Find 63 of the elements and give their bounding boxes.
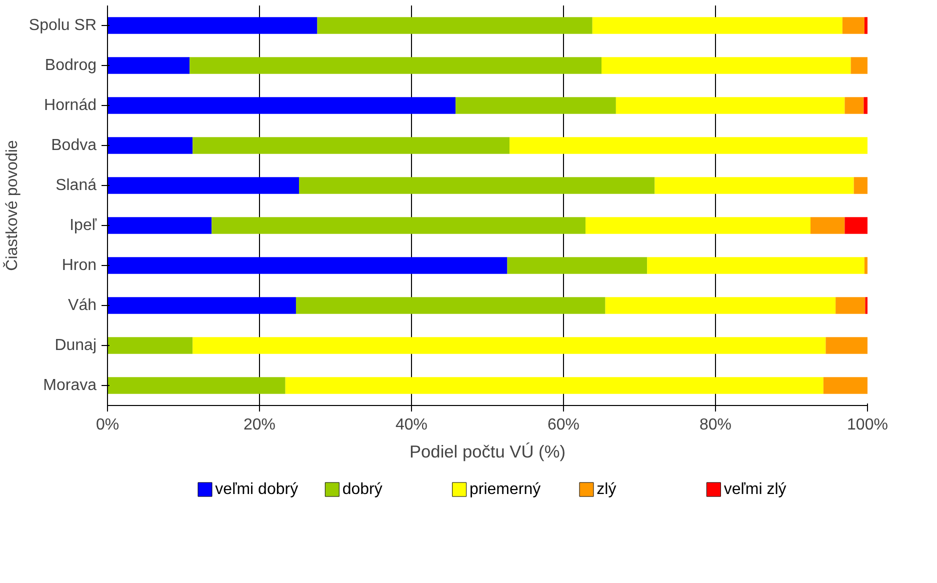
bar	[854, 177, 868, 194]
bar	[810, 217, 845, 234]
bar	[510, 137, 868, 154]
y-tick-label: Bodrog	[44, 57, 96, 74]
y-tick-label: Slaná	[56, 177, 97, 194]
bar	[108, 257, 508, 274]
bar	[844, 217, 868, 234]
legend-label: dobrý	[342, 481, 382, 498]
bar	[108, 57, 190, 74]
y-axis-title: Čiastkové povodie	[2, 140, 21, 271]
y-tick-label: Dunaj	[54, 337, 97, 354]
bar	[586, 217, 810, 234]
x-tick-label: 0%	[96, 416, 120, 434]
bar	[654, 177, 854, 194]
x-tick-label: 40%	[395, 416, 428, 434]
x-axis-title: Podiel počtu VÚ (%)	[409, 442, 566, 462]
bar	[507, 257, 648, 274]
bar	[285, 377, 824, 394]
bar	[108, 217, 212, 234]
bar	[836, 297, 866, 314]
bar	[850, 57, 868, 74]
bar	[108, 137, 193, 154]
y-tick-label: Bodva	[51, 137, 97, 154]
bar	[192, 137, 510, 154]
bar	[864, 17, 868, 34]
bar	[296, 297, 606, 314]
bar	[602, 57, 851, 74]
bar	[317, 17, 592, 34]
bar	[844, 97, 864, 114]
bar	[108, 297, 296, 314]
y-tick-label: Morava	[43, 377, 97, 394]
bar	[842, 17, 864, 34]
y-tick-label: Hron	[62, 257, 97, 274]
x-tick-label: 100%	[847, 416, 888, 434]
legend-label: veľmi dobrý	[215, 481, 298, 498]
bar	[823, 377, 868, 394]
bar	[108, 337, 193, 354]
y-tick-label: Ipeľ	[70, 217, 97, 234]
bar	[592, 17, 842, 34]
legend-label: veľmi zlý	[724, 481, 786, 498]
bar	[108, 97, 456, 114]
y-tick-label: Hornád	[44, 97, 97, 114]
bar	[826, 337, 868, 354]
x-tick-label: 20%	[243, 416, 276, 434]
bar	[616, 97, 845, 114]
bar	[108, 17, 318, 34]
bar	[647, 257, 864, 274]
legend-label: zlý	[596, 481, 616, 498]
x-tick-label: 60%	[547, 416, 580, 434]
bar	[864, 97, 868, 114]
bar	[864, 257, 868, 274]
bar	[192, 337, 826, 354]
bar	[190, 57, 602, 74]
bar	[108, 177, 300, 194]
bar	[456, 97, 616, 114]
y-tick-label: Spolu SR	[28, 17, 96, 34]
bar	[605, 297, 836, 314]
x-tick-label: 80%	[699, 416, 732, 434]
bar	[212, 217, 586, 234]
bar	[299, 177, 655, 194]
y-tick-label: Váh	[68, 297, 96, 314]
bar	[108, 377, 286, 394]
legend-label: priemerný	[470, 481, 541, 498]
